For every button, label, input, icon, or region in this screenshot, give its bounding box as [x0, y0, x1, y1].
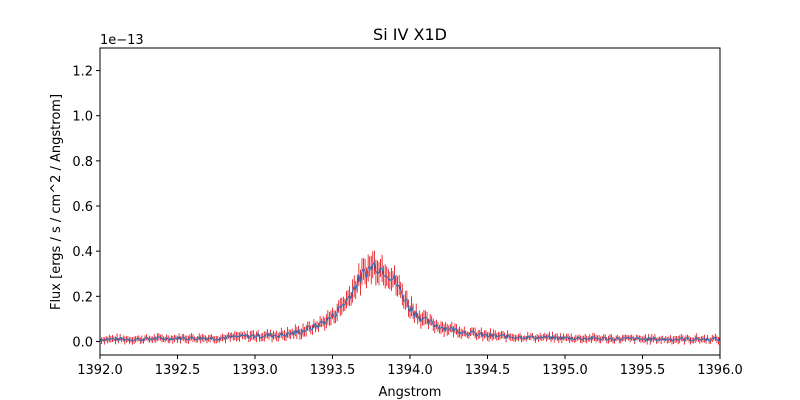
- x-tick-label: 1394.5: [465, 363, 511, 378]
- x-axis: 1392.0 1392.5 1393.0 1393.5 1394.0 1394.5 1395…: [77, 355, 743, 378]
- y-axis-label: Flux [ergs / s / cm^2 / Angstrom]: [49, 94, 64, 310]
- y-tick-label: 0.8: [72, 155, 93, 170]
- axes-frame: [99, 47, 721, 356]
- chart-title: Si IV X1D: [373, 25, 447, 44]
- plot-area: [99, 250, 721, 345]
- y-tick-label: 0.0: [72, 335, 93, 350]
- y-tick-label: 1.2: [72, 65, 93, 80]
- x-tick-label: 1392.5: [155, 363, 201, 378]
- flux-line: [99, 261, 721, 343]
- x-tick-label: 1393.5: [310, 363, 356, 378]
- y-tick-label: 1.0: [72, 110, 93, 125]
- x-tick-label: 1395.0: [542, 363, 588, 378]
- x-tick-label: 1393.0: [232, 363, 278, 378]
- x-tick-label: 1395.5: [620, 363, 666, 378]
- y-tick-label: 0.6: [72, 200, 93, 215]
- x-tick-label: 1394.0: [387, 363, 433, 378]
- x-axis-label: Angstrom: [379, 385, 442, 400]
- y-axis: 0.0 0.2 0.4 0.6 0.8 1.0 1.2: [72, 65, 100, 350]
- x-tick-label: 1396.0: [697, 363, 743, 378]
- y-tick-label: 0.2: [72, 290, 93, 305]
- y-offset-label: 1e−13: [100, 33, 144, 48]
- y-tick-label: 0.4: [72, 245, 93, 260]
- error-bars: [99, 250, 721, 345]
- x-tick-label: 1392.0: [77, 363, 123, 378]
